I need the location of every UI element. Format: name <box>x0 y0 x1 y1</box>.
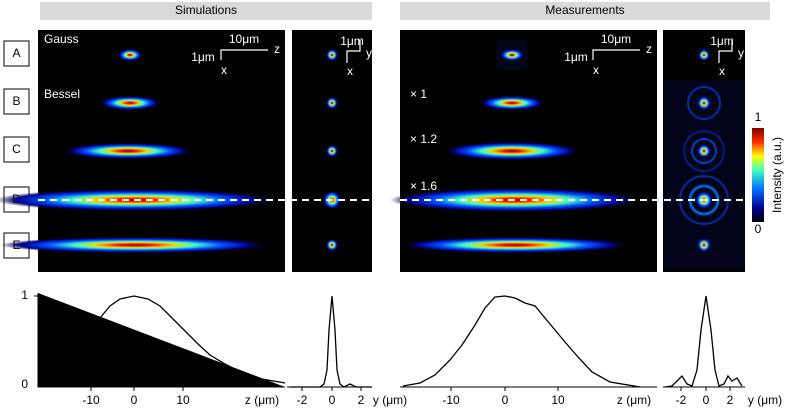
x-axis-label: z (μm) <box>245 393 279 407</box>
panel-label: Gauss <box>44 32 79 46</box>
x-tick-label: 0 <box>502 393 509 407</box>
x-tick-label: -10 <box>82 393 100 407</box>
panel-label: × 1.6 <box>410 179 437 193</box>
header-bg <box>400 2 770 20</box>
row-label: C <box>12 142 21 156</box>
x-axis-label: z (μm) <box>617 393 651 407</box>
scale-bar: 10μm z 1μm x 1μm y x 10μm z 1μm x 1μm y … <box>191 32 744 78</box>
profiles: 1 0 -10 0 10 z (μm) -2 0 2 y (μm) -10 0 … <box>21 288 782 407</box>
x-tick-label: -2 <box>676 393 687 407</box>
scale-label: z <box>646 42 652 56</box>
x-tick-label: 2 <box>358 393 365 407</box>
panel-label: × 1 <box>410 87 427 101</box>
x-axis-label: y (μm) <box>748 393 782 407</box>
row-label: A <box>12 46 20 60</box>
colorbar-label: 1 <box>755 110 762 124</box>
x-tick-label: -2 <box>297 393 308 407</box>
x-tick-label: -10 <box>442 393 460 407</box>
scale-label: x <box>347 64 353 78</box>
scale-label: z <box>274 42 280 56</box>
scale-label: 10μm <box>601 32 631 46</box>
x-tick-label: 10 <box>176 393 190 407</box>
y-tick-label: 1 <box>21 288 28 302</box>
scale-label: 1μm <box>340 34 364 48</box>
scale-label: 10μm <box>229 32 259 46</box>
panel-label: Bessel <box>44 87 80 101</box>
scale-label: 1μm <box>564 50 588 64</box>
x-axis-label: y (μm) <box>373 393 407 407</box>
colorbar <box>752 128 764 222</box>
scale-label: x <box>719 64 725 78</box>
colorbar-label: 0 <box>755 222 762 236</box>
header: Simulations <box>175 3 237 17</box>
x-tick-label: 10 <box>551 393 565 407</box>
scale-label: y <box>366 46 372 60</box>
x-tick-label: 0 <box>329 393 336 407</box>
header: Measurements <box>545 3 624 17</box>
scale-label: 1μm <box>710 34 734 48</box>
scale-label: x <box>221 63 227 77</box>
x-tick-label: 2 <box>727 393 734 407</box>
panel-label: × 1.2 <box>410 132 437 146</box>
scale-label: y <box>738 46 744 60</box>
row-label: B <box>12 94 20 108</box>
header-bg <box>40 2 372 20</box>
colorbar-title: Intensity (a.u.) <box>770 137 784 213</box>
scale-label: 1μm <box>191 50 215 64</box>
y-tick-label: 0 <box>21 377 28 391</box>
x-tick-label: 0 <box>131 393 138 407</box>
row-labels: A B C D E <box>3 40 30 259</box>
x-tick-label: 0 <box>703 393 710 407</box>
scale-label: x <box>593 63 599 77</box>
